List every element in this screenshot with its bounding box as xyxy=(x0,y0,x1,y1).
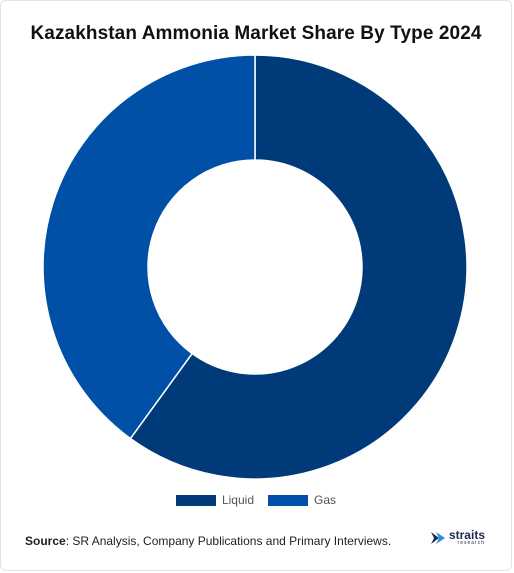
legend-label-gas: Gas xyxy=(314,493,337,507)
legend-item-gas[interactable]: Gas xyxy=(268,493,336,507)
source-label: Source xyxy=(25,534,66,548)
legend-swatch-liquid xyxy=(175,494,216,506)
chart-title: Kazakhstan Ammonia Market Share By Type … xyxy=(30,23,482,44)
donut-chart xyxy=(42,54,468,480)
donut-slice-gas[interactable] xyxy=(42,54,256,440)
straits-logo: straits research xyxy=(430,529,485,546)
legend-swatch-gas xyxy=(268,494,308,506)
straits-logo-icon xyxy=(430,531,445,544)
donut-slice-liquid[interactable] xyxy=(129,54,468,480)
logo-word: straits xyxy=(448,528,485,542)
legend-label-liquid: Liquid xyxy=(221,493,254,507)
source-text: SR Analysis, Company Publications and Pr… xyxy=(72,534,392,548)
logo-subtext: research xyxy=(457,540,485,546)
source-note: Source: SR Analysis, Company Publication… xyxy=(25,534,392,548)
legend: Liquid Gas xyxy=(1,493,511,507)
legend-item-liquid[interactable]: Liquid xyxy=(175,493,254,507)
